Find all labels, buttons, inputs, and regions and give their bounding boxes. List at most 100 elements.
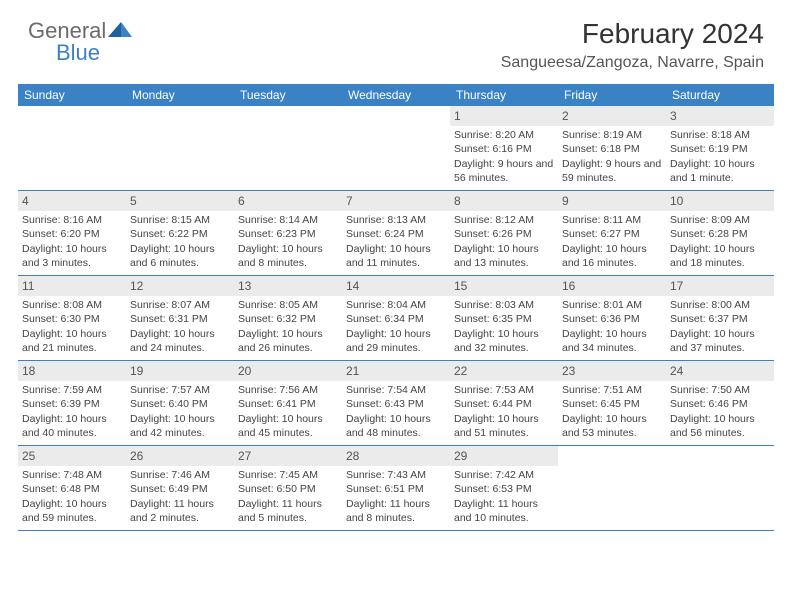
day-number: 4 (18, 191, 126, 211)
sunrise-line: Sunrise: 8:11 AM (562, 213, 662, 227)
day-body: Sunrise: 8:19 AMSunset: 6:18 PMDaylight:… (558, 128, 666, 189)
sunset-line: Sunset: 6:49 PM (130, 482, 230, 496)
day-number: 12 (126, 276, 234, 296)
day-body: Sunrise: 7:57 AMSunset: 6:40 PMDaylight:… (126, 383, 234, 444)
sunrise-line: Sunrise: 8:20 AM (454, 128, 554, 142)
day-body: Sunrise: 8:18 AMSunset: 6:19 PMDaylight:… (666, 128, 774, 189)
day-cell-24: 24Sunrise: 7:50 AMSunset: 6:46 PMDayligh… (666, 361, 774, 445)
sunrise-line: Sunrise: 7:48 AM (22, 468, 122, 482)
day-number: 9 (558, 191, 666, 211)
day-body: Sunrise: 8:11 AMSunset: 6:27 PMDaylight:… (558, 213, 666, 274)
daylight-line: Daylight: 10 hours and 53 minutes. (562, 412, 662, 440)
day-cell-empty (234, 106, 342, 190)
sunrise-line: Sunrise: 8:01 AM (562, 298, 662, 312)
sunset-line: Sunset: 6:24 PM (346, 227, 446, 241)
day-body: Sunrise: 8:09 AMSunset: 6:28 PMDaylight:… (666, 213, 774, 274)
daylight-line: Daylight: 10 hours and 26 minutes. (238, 327, 338, 355)
day-body: Sunrise: 8:04 AMSunset: 6:34 PMDaylight:… (342, 298, 450, 359)
day-body: Sunrise: 7:53 AMSunset: 6:44 PMDaylight:… (450, 383, 558, 444)
sunset-line: Sunset: 6:27 PM (562, 227, 662, 241)
day-body: Sunrise: 8:05 AMSunset: 6:32 PMDaylight:… (234, 298, 342, 359)
day-body: Sunrise: 7:46 AMSunset: 6:49 PMDaylight:… (126, 468, 234, 529)
daylight-line: Daylight: 11 hours and 5 minutes. (238, 497, 338, 525)
day-number: 23 (558, 361, 666, 381)
day-cell-3: 3Sunrise: 8:18 AMSunset: 6:19 PMDaylight… (666, 106, 774, 190)
day-body: Sunrise: 8:03 AMSunset: 6:35 PMDaylight:… (450, 298, 558, 359)
sunrise-line: Sunrise: 8:07 AM (130, 298, 230, 312)
day-number: 14 (342, 276, 450, 296)
daylight-line: Daylight: 11 hours and 10 minutes. (454, 497, 554, 525)
day-number: 25 (18, 446, 126, 466)
day-cell-empty (342, 106, 450, 190)
day-cell-23: 23Sunrise: 7:51 AMSunset: 6:45 PMDayligh… (558, 361, 666, 445)
daylight-line: Daylight: 10 hours and 42 minutes. (130, 412, 230, 440)
sunset-line: Sunset: 6:23 PM (238, 227, 338, 241)
daylight-line: Daylight: 10 hours and 24 minutes. (130, 327, 230, 355)
week-row: 11Sunrise: 8:08 AMSunset: 6:30 PMDayligh… (18, 276, 774, 361)
week-row: 1Sunrise: 8:20 AMSunset: 6:16 PMDaylight… (18, 106, 774, 191)
day-number: 11 (18, 276, 126, 296)
dow-saturday: Saturday (666, 84, 774, 106)
day-cell-2: 2Sunrise: 8:19 AMSunset: 6:18 PMDaylight… (558, 106, 666, 190)
logo-text-blue: Blue (56, 40, 132, 66)
sunset-line: Sunset: 6:41 PM (238, 397, 338, 411)
day-cell-21: 21Sunrise: 7:54 AMSunset: 6:43 PMDayligh… (342, 361, 450, 445)
dow-thursday: Thursday (450, 84, 558, 106)
day-body: Sunrise: 8:08 AMSunset: 6:30 PMDaylight:… (18, 298, 126, 359)
day-cell-6: 6Sunrise: 8:14 AMSunset: 6:23 PMDaylight… (234, 191, 342, 275)
day-cell-1: 1Sunrise: 8:20 AMSunset: 6:16 PMDaylight… (450, 106, 558, 190)
day-cell-9: 9Sunrise: 8:11 AMSunset: 6:27 PMDaylight… (558, 191, 666, 275)
sunset-line: Sunset: 6:28 PM (670, 227, 770, 241)
day-number: 1 (450, 106, 558, 126)
day-cell-25: 25Sunrise: 7:48 AMSunset: 6:48 PMDayligh… (18, 446, 126, 530)
day-number: 13 (234, 276, 342, 296)
day-cell-20: 20Sunrise: 7:56 AMSunset: 6:41 PMDayligh… (234, 361, 342, 445)
sunrise-line: Sunrise: 7:54 AM (346, 383, 446, 397)
day-body: Sunrise: 8:15 AMSunset: 6:22 PMDaylight:… (126, 213, 234, 274)
sunrise-line: Sunrise: 7:42 AM (454, 468, 554, 482)
day-cell-28: 28Sunrise: 7:43 AMSunset: 6:51 PMDayligh… (342, 446, 450, 530)
day-cell-18: 18Sunrise: 7:59 AMSunset: 6:39 PMDayligh… (18, 361, 126, 445)
day-body: Sunrise: 8:07 AMSunset: 6:31 PMDaylight:… (126, 298, 234, 359)
sunrise-line: Sunrise: 8:13 AM (346, 213, 446, 227)
day-body: Sunrise: 8:13 AMSunset: 6:24 PMDaylight:… (342, 213, 450, 274)
day-body: Sunrise: 8:14 AMSunset: 6:23 PMDaylight:… (234, 213, 342, 274)
sunrise-line: Sunrise: 8:16 AM (22, 213, 122, 227)
sunrise-line: Sunrise: 7:43 AM (346, 468, 446, 482)
daylight-line: Daylight: 10 hours and 59 minutes. (22, 497, 122, 525)
calendar-grid: SundayMondayTuesdayWednesdayThursdayFrid… (18, 84, 774, 531)
sunrise-line: Sunrise: 7:50 AM (670, 383, 770, 397)
day-number: 10 (666, 191, 774, 211)
day-number: 19 (126, 361, 234, 381)
sunset-line: Sunset: 6:44 PM (454, 397, 554, 411)
dow-friday: Friday (558, 84, 666, 106)
daylight-line: Daylight: 11 hours and 8 minutes. (346, 497, 446, 525)
sunset-line: Sunset: 6:46 PM (670, 397, 770, 411)
day-number: 16 (558, 276, 666, 296)
sunrise-line: Sunrise: 8:14 AM (238, 213, 338, 227)
day-cell-26: 26Sunrise: 7:46 AMSunset: 6:49 PMDayligh… (126, 446, 234, 530)
dow-tuesday: Tuesday (234, 84, 342, 106)
day-cell-empty (558, 446, 666, 530)
daylight-line: Daylight: 10 hours and 8 minutes. (238, 242, 338, 270)
day-body: Sunrise: 7:51 AMSunset: 6:45 PMDaylight:… (558, 383, 666, 444)
day-cell-empty (126, 106, 234, 190)
sunset-line: Sunset: 6:32 PM (238, 312, 338, 326)
sunset-line: Sunset: 6:30 PM (22, 312, 122, 326)
day-body: Sunrise: 8:00 AMSunset: 6:37 PMDaylight:… (666, 298, 774, 359)
day-body: Sunrise: 7:42 AMSunset: 6:53 PMDaylight:… (450, 468, 558, 529)
daylight-line: Daylight: 10 hours and 56 minutes. (670, 412, 770, 440)
day-number: 28 (342, 446, 450, 466)
day-body: Sunrise: 8:20 AMSunset: 6:16 PMDaylight:… (450, 128, 558, 189)
sunrise-line: Sunrise: 7:46 AM (130, 468, 230, 482)
day-number: 8 (450, 191, 558, 211)
week-row: 25Sunrise: 7:48 AMSunset: 6:48 PMDayligh… (18, 446, 774, 531)
daylight-line: Daylight: 10 hours and 18 minutes. (670, 242, 770, 270)
day-cell-12: 12Sunrise: 8:07 AMSunset: 6:31 PMDayligh… (126, 276, 234, 360)
sunrise-line: Sunrise: 8:09 AM (670, 213, 770, 227)
day-body: Sunrise: 7:50 AMSunset: 6:46 PMDaylight:… (666, 383, 774, 444)
day-cell-empty (666, 446, 774, 530)
day-number: 24 (666, 361, 774, 381)
daylight-line: Daylight: 10 hours and 1 minute. (670, 157, 770, 185)
daylight-line: Daylight: 10 hours and 51 minutes. (454, 412, 554, 440)
